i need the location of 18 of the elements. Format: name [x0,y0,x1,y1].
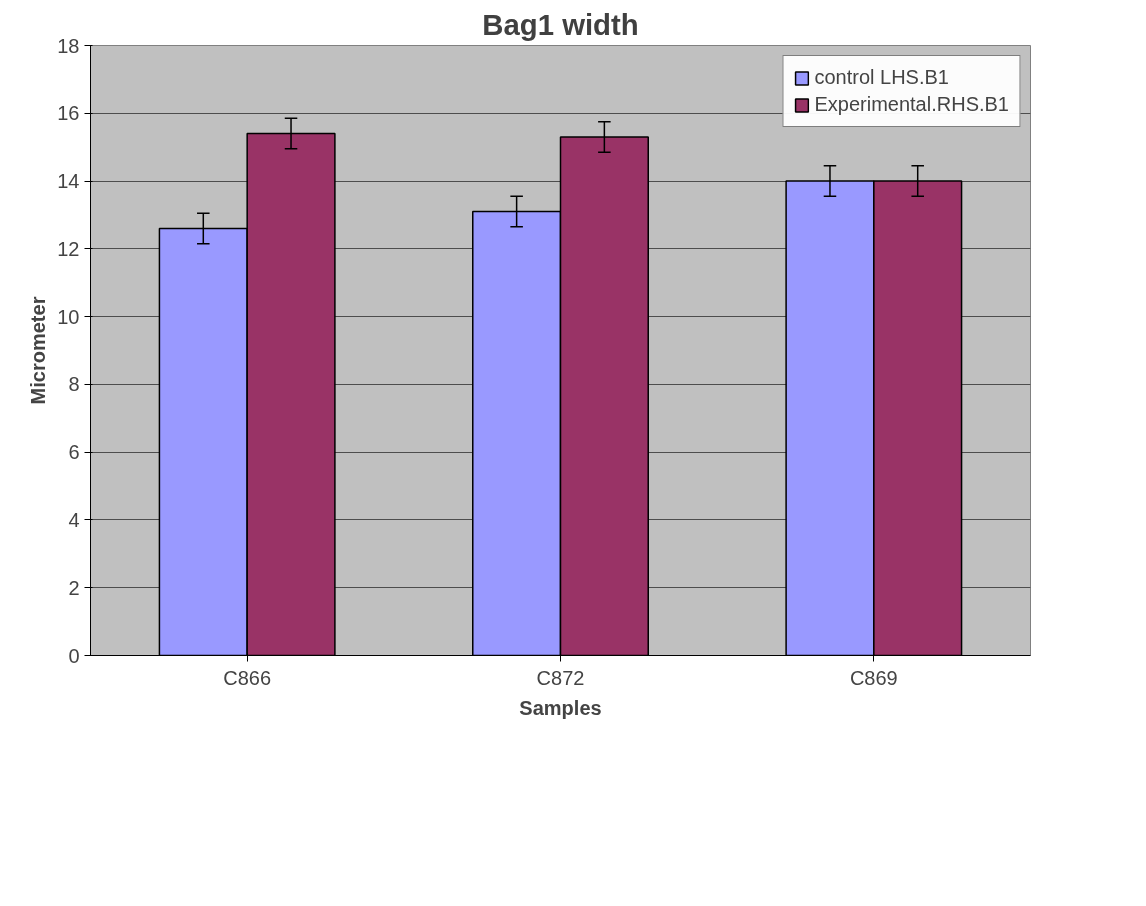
x-axis-title: Samples [519,696,602,719]
y-tick-label: 16 [57,102,80,125]
chart-title: Bag1 width [482,7,639,41]
x-tick-label: C866 [223,666,272,689]
y-tick-label: 2 [68,576,80,599]
y-axis-title: Micrometer [27,296,50,405]
legend-label: control LHS.B1 [814,66,949,89]
x-tick-label: C869 [849,666,898,689]
legend-label: Experimental.RHS.B1 [814,93,1009,116]
y-tick-label: 18 [57,34,80,57]
y-tick-label: 4 [68,508,80,531]
y-tick-label: 0 [68,644,80,667]
y-tick-label: 14 [57,170,80,193]
y-tick-label: 10 [57,305,80,328]
x-tick-label: C872 [536,666,585,689]
y-tick-label: 8 [68,373,80,396]
y-tick-label: 12 [57,237,80,260]
y-tick-label: 6 [68,441,80,464]
